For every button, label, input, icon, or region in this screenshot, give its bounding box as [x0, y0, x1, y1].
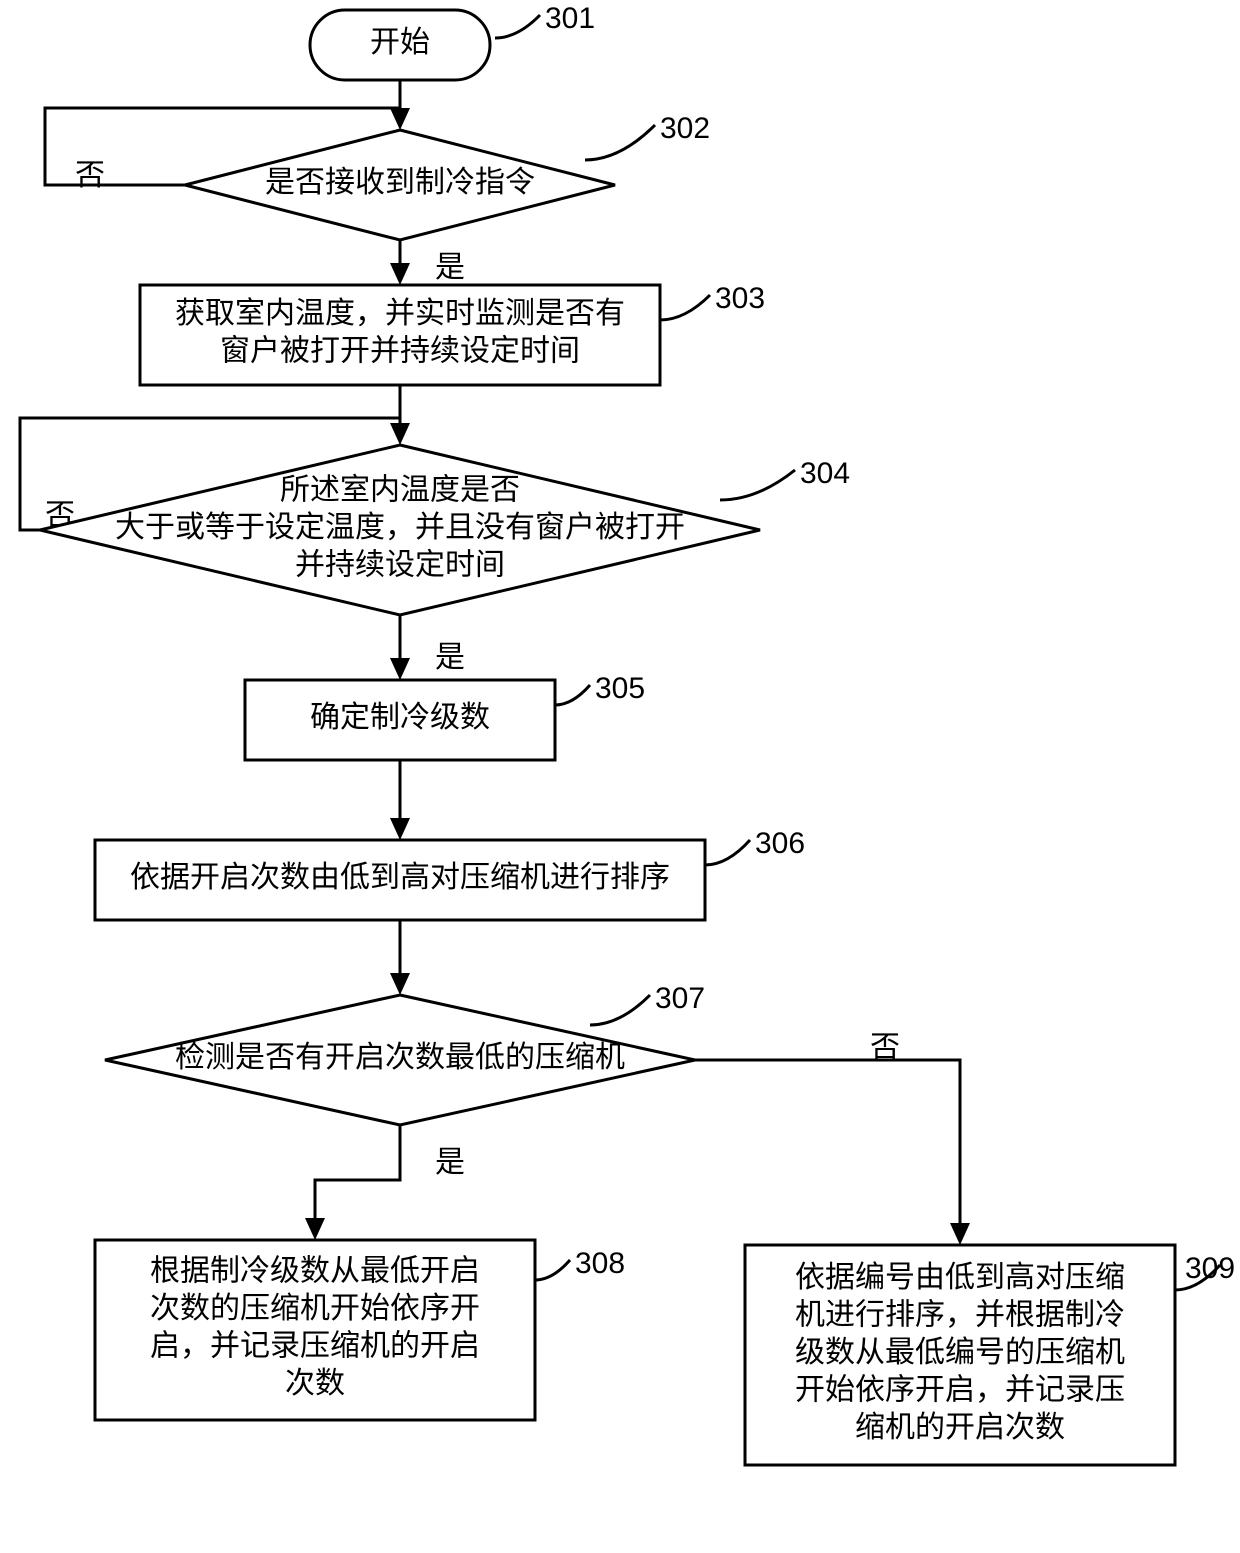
step-number: 309	[1185, 1252, 1235, 1285]
svg-text:并持续设定时间: 并持续设定时间	[295, 548, 505, 581]
svg-text:窗户被打开并持续设定时间: 窗户被打开并持续设定时间	[220, 335, 580, 368]
svg-text:次数: 次数	[285, 1367, 345, 1400]
svg-text:依据开启次数由低到高对压缩机进行排序: 依据开启次数由低到高对压缩机进行排序	[130, 861, 670, 894]
svg-text:是: 是	[435, 251, 465, 284]
svg-text:缩机的开启次数: 缩机的开启次数	[855, 1411, 1065, 1444]
step-number: 304	[800, 457, 850, 490]
svg-text:开始依序开启，并记录压: 开始依序开启，并记录压	[795, 1373, 1125, 1406]
step-number: 303	[715, 282, 765, 315]
step-number: 305	[595, 672, 645, 705]
svg-text:大于或等于设定温度，并且没有窗户被打开: 大于或等于设定温度，并且没有窗户被打开	[115, 511, 685, 544]
svg-text:级数从最低编号的压缩机: 级数从最低编号的压缩机	[795, 1336, 1125, 1369]
svg-text:确定制冷级数: 确定制冷级数	[310, 701, 490, 734]
step-number: 308	[575, 1247, 625, 1280]
svg-text:否: 否	[75, 159, 105, 192]
svg-text:根据制冷级数从最低开启: 根据制冷级数从最低开启	[150, 1255, 480, 1288]
step-number: 307	[655, 982, 705, 1015]
step-number: 306	[755, 827, 805, 860]
svg-text:机进行排序，并根据制冷: 机进行排序，并根据制冷	[795, 1298, 1125, 1331]
svg-text:是: 是	[435, 1146, 465, 1179]
svg-text:是: 是	[435, 641, 465, 674]
svg-text:依据编号由低到高对压缩: 依据编号由低到高对压缩	[795, 1261, 1125, 1294]
svg-text:启，并记录压缩机的开启: 启，并记录压缩机的开启	[150, 1330, 480, 1363]
flowchart: 是否否是是否开始301是否接收到制冷指令302获取室内温度，并实时监测是否有窗户…	[0, 0, 1240, 1553]
svg-text:是否接收到制冷指令: 是否接收到制冷指令	[265, 166, 535, 199]
svg-text:否: 否	[870, 1031, 900, 1064]
step-number: 302	[660, 112, 710, 145]
svg-text:获取室内温度，并实时监测是否有: 获取室内温度，并实时监测是否有	[175, 297, 625, 330]
svg-text:开始: 开始	[370, 26, 430, 59]
step-number: 301	[545, 2, 595, 35]
svg-text:所述室内温度是否: 所述室内温度是否	[280, 473, 520, 506]
svg-text:次数的压缩机开始依序开: 次数的压缩机开始依序开	[150, 1292, 480, 1325]
svg-text:检测是否有开启次数最低的压缩机: 检测是否有开启次数最低的压缩机	[175, 1041, 625, 1074]
